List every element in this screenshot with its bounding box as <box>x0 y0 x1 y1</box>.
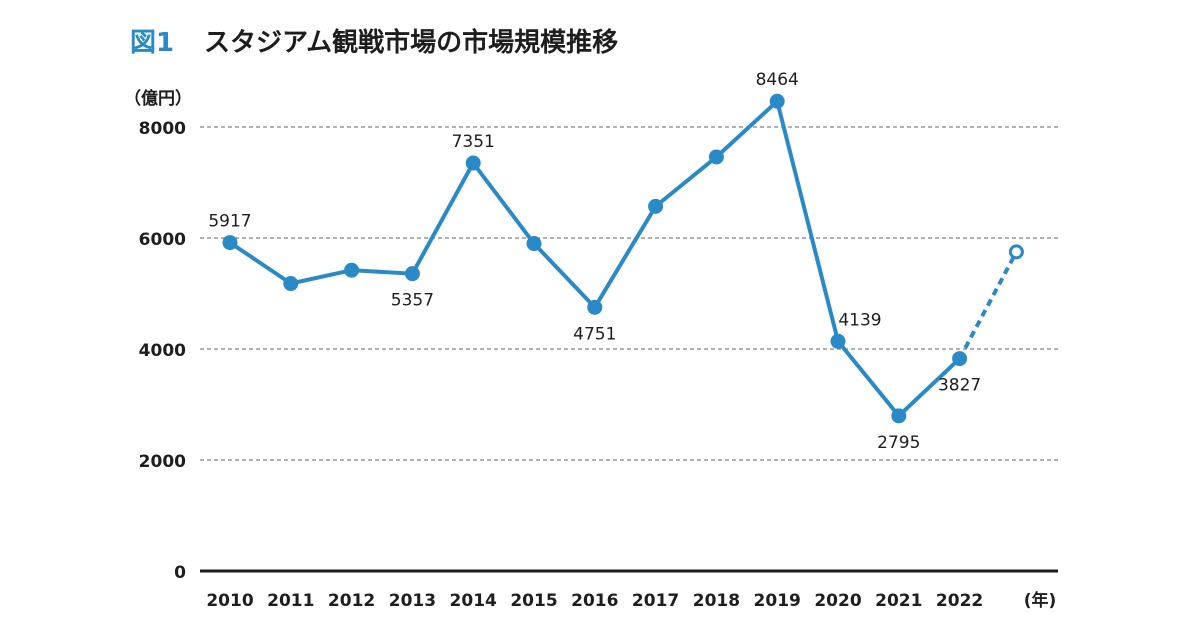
x-tick-label-2014: 2014 <box>450 591 497 611</box>
x-tick-label-2018: 2018 <box>693 591 740 611</box>
data-label-2019: 8464 <box>756 70 799 90</box>
data-point-2011 <box>283 276 299 292</box>
data-point-2018 <box>708 149 724 165</box>
data-point-2022 <box>952 351 968 367</box>
x-tick-label-2013: 2013 <box>389 591 436 611</box>
data-point-2017 <box>648 198 664 214</box>
y-tick-label-6000: 6000 <box>139 230 186 250</box>
figure-number: 図1 <box>130 28 175 58</box>
data-point-2015 <box>526 236 542 252</box>
data-point-2014 <box>465 155 481 171</box>
data-point-2010 <box>222 235 238 251</box>
data-point-2013 <box>404 266 420 282</box>
y-tick-label-0: 0 <box>174 563 186 583</box>
x-tick-label-2016: 2016 <box>571 591 618 611</box>
x-tick-label-2019: 2019 <box>754 591 801 611</box>
forecast-dashed-line <box>957 250 1019 360</box>
data-label-2016: 4751 <box>573 324 616 344</box>
x-tick-label-2012: 2012 <box>328 591 375 611</box>
y-axis-unit-label: （億円） <box>124 89 192 109</box>
data-label-2021: 2795 <box>877 433 920 453</box>
x-tick-label-2011: 2011 <box>267 591 314 611</box>
data-point-2020 <box>830 333 846 349</box>
data-label-2010: 5917 <box>208 212 251 232</box>
data-label-2014: 7351 <box>452 132 495 152</box>
data-point-2016 <box>587 299 603 315</box>
data-label-2020: 4139 <box>838 310 881 330</box>
data-point-2012 <box>344 262 360 278</box>
x-tick-label-2010: 2010 <box>206 591 253 611</box>
data-label-2013: 5357 <box>391 291 434 311</box>
forecast-point <box>1008 244 1024 260</box>
y-tick-label-4000: 4000 <box>139 341 186 361</box>
chart-title: スタジアム観戦市場の市場規模推移 <box>204 28 619 58</box>
y-tick-label-8000: 8000 <box>139 119 186 139</box>
data-point-2021 <box>891 408 907 424</box>
series-line <box>228 99 962 418</box>
y-tick-label-2000: 2000 <box>139 452 186 472</box>
x-tick-label-2020: 2020 <box>814 591 861 611</box>
x-tick-label-2022: 2022 <box>936 591 983 611</box>
data-label-2022: 3827 <box>938 376 981 396</box>
data-point-2019 <box>769 93 785 109</box>
x-tick-label-2021: 2021 <box>875 591 922 611</box>
x-tick-label-2015: 2015 <box>510 591 557 611</box>
x-axis-unit-label: (年) <box>1024 590 1057 611</box>
x-tick-label-2017: 2017 <box>632 591 679 611</box>
